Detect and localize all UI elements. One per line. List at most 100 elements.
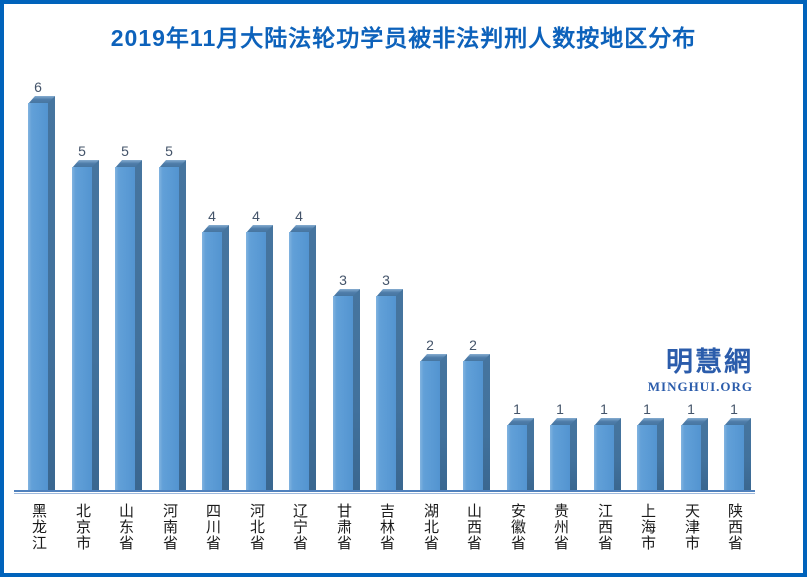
x-tick-label: 湖北省 <box>422 503 439 551</box>
chart-title: 2019年11月大陆法轮功学员被非法判刑人数按地区分布 <box>110 25 697 51</box>
bar-top-face <box>550 418 577 426</box>
bar-top-face <box>376 289 403 297</box>
x-tick-label: 黑龙江 <box>30 503 47 551</box>
bar-front-face <box>115 167 135 490</box>
bar-front-face <box>724 425 744 490</box>
bar-front-face <box>420 361 440 490</box>
bar-side-face <box>570 418 577 490</box>
x-tick-label: 陕西省 <box>726 503 743 551</box>
bar-front-face <box>246 232 266 490</box>
bar-top-face <box>72 160 99 168</box>
bar-value-label: 1 <box>556 401 564 417</box>
x-tick-label: 河南省 <box>161 503 178 551</box>
bar-side-face <box>179 160 186 490</box>
bar-value-label: 1 <box>687 401 695 417</box>
bar <box>681 418 708 490</box>
bar <box>724 418 751 490</box>
bar-value-label: 3 <box>382 272 390 288</box>
bar-top-face <box>159 160 186 168</box>
x-tick-label: 吉林省 <box>378 503 395 551</box>
bar-value-label: 2 <box>469 337 477 353</box>
bar-side-face <box>440 354 447 490</box>
bar-value-label: 1 <box>513 401 521 417</box>
bar <box>28 96 55 490</box>
bar <box>507 418 534 490</box>
bar-side-face <box>657 418 664 490</box>
x-tick-label: 上海市 <box>639 503 656 551</box>
x-tick-label: 四川省 <box>204 503 221 551</box>
bar-front-face <box>159 167 179 490</box>
bar-front-face <box>637 425 657 490</box>
bar-value-label: 4 <box>295 208 303 224</box>
bar-top-face <box>637 418 664 426</box>
x-tick-label: 贵州省 <box>552 503 569 551</box>
bar <box>72 160 99 490</box>
bar <box>637 418 664 490</box>
bar-value-label: 1 <box>730 401 738 417</box>
bar-side-face <box>92 160 99 490</box>
bar-top-face <box>463 354 490 362</box>
x-tick-label: 辽宁省 <box>291 503 308 551</box>
bar-side-face <box>483 354 490 490</box>
minghui-logo-cjk: 明慧網 <box>666 347 753 377</box>
bar-top-face <box>115 160 142 168</box>
bar <box>202 225 229 490</box>
x-axis-line <box>14 490 755 495</box>
bar-side-face <box>309 225 316 490</box>
bar <box>333 289 360 490</box>
x-tick-label: 河北省 <box>248 503 265 551</box>
bar <box>376 289 403 490</box>
bar-value-label: 1 <box>600 401 608 417</box>
bar-top-face <box>289 225 316 233</box>
bar-side-face <box>614 418 621 490</box>
bar-side-face <box>744 418 751 490</box>
bar-front-face <box>594 425 614 490</box>
bar-top-face <box>333 289 360 297</box>
bar-value-label: 4 <box>208 208 216 224</box>
x-tick-label: 甘肃省 <box>335 503 352 551</box>
bar <box>594 418 621 490</box>
x-tick-label: 北京市 <box>74 503 91 551</box>
bar-front-face <box>463 361 483 490</box>
x-tick-label: 天津市 <box>683 503 700 551</box>
bar-side-face <box>135 160 142 490</box>
bar-top-face <box>594 418 621 426</box>
bar-side-face <box>48 96 55 490</box>
bar-value-label: 5 <box>165 143 173 159</box>
bar-front-face <box>72 167 92 490</box>
bar-value-label: 3 <box>339 272 347 288</box>
minghui-watermark: 明慧網 MINGHUI.ORG <box>647 347 753 394</box>
bar <box>246 225 273 490</box>
bar-top-face <box>724 418 751 426</box>
bar-value-label: 4 <box>252 208 260 224</box>
bar <box>550 418 577 490</box>
x-tick-label: 山东省 <box>117 503 134 551</box>
bar <box>289 225 316 490</box>
x-tick-label: 山西省 <box>465 503 482 551</box>
bar-value-label: 1 <box>643 401 651 417</box>
bar <box>463 354 490 490</box>
bar-front-face <box>28 103 48 490</box>
bar-top-face <box>28 96 55 104</box>
bar-front-face <box>507 425 527 490</box>
bar-front-face <box>550 425 570 490</box>
bar-front-face <box>202 232 222 490</box>
bar-top-face <box>202 225 229 233</box>
bar-value-label: 2 <box>426 337 434 353</box>
plot-area: 6 黑龙江 5 北京市 5 山东省 5 河南省 4 四川省 4 河北省 4 辽宁省 3 甘肃省 3 吉林省 2 湖北省… <box>4 4 803 573</box>
minghui-logo-latin: MINGHUI.ORG <box>647 379 753 394</box>
bar-value-label: 6 <box>34 79 42 95</box>
bar-front-face <box>376 296 396 490</box>
bar-front-face <box>289 232 309 490</box>
bar-top-face <box>507 418 534 426</box>
bar-top-face <box>681 418 708 426</box>
bar-side-face <box>527 418 534 490</box>
bar <box>159 160 186 490</box>
bar <box>420 354 447 490</box>
bar-top-face <box>246 225 273 233</box>
bar-side-face <box>222 225 229 490</box>
x-tick-label: 江西省 <box>596 503 613 551</box>
bar-side-face <box>353 289 360 490</box>
bar-front-face <box>681 425 701 490</box>
